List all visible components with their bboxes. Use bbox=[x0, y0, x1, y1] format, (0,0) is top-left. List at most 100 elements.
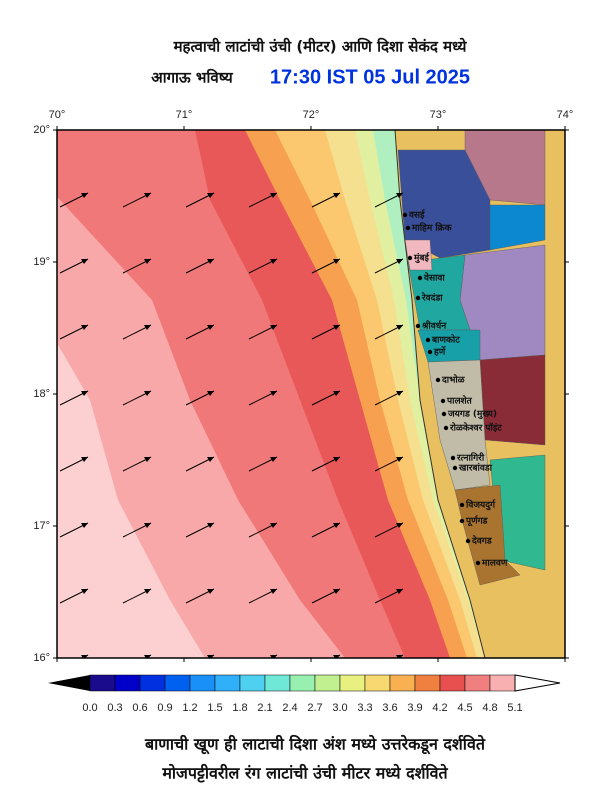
title: महत्वाची लाटांची उंची (मीटर) आणि दिशा से… bbox=[173, 38, 468, 56]
arrow-head bbox=[333, 589, 340, 594]
arrow-head bbox=[270, 391, 277, 396]
place-dot bbox=[435, 377, 441, 383]
cb-label: 2.4 bbox=[282, 702, 297, 714]
cb-under bbox=[48, 675, 90, 691]
cb-over bbox=[514, 674, 561, 692]
cb-box bbox=[414, 674, 441, 692]
place-dot bbox=[415, 295, 421, 301]
cb-label: 4.2 bbox=[432, 702, 447, 714]
place-label: रत्नागिरी bbox=[456, 452, 485, 464]
cb-box bbox=[289, 674, 316, 692]
place-label: बाणकोट bbox=[431, 334, 460, 346]
place-dot bbox=[452, 465, 458, 471]
place-dot bbox=[415, 323, 421, 329]
place-dot bbox=[440, 398, 446, 404]
place-label: रेवदंडा bbox=[421, 292, 443, 304]
cb-label: 1.2 bbox=[182, 702, 197, 714]
district bbox=[427, 359, 491, 491]
lat-label: 16° bbox=[33, 652, 50, 664]
place-dot bbox=[417, 275, 423, 281]
arrow-head bbox=[207, 325, 214, 330]
lat-label: 19° bbox=[33, 256, 50, 268]
arrow-head bbox=[81, 325, 88, 330]
arrow-head bbox=[144, 457, 151, 462]
place-label: मुंबई bbox=[413, 252, 430, 264]
arrow-head bbox=[270, 259, 277, 264]
arrow-head bbox=[81, 193, 88, 198]
place-label: वसई bbox=[408, 209, 426, 221]
arrow-head bbox=[81, 589, 88, 594]
arrow-head bbox=[144, 259, 151, 264]
lon-label: 72° bbox=[303, 109, 320, 121]
place-dot bbox=[405, 225, 411, 231]
arrow-head bbox=[207, 193, 214, 198]
cb-label: 3.0 bbox=[332, 702, 347, 714]
cb-label: 3.3 bbox=[357, 702, 372, 714]
place-dot bbox=[450, 455, 456, 461]
arrow-head bbox=[333, 325, 340, 330]
place-dot bbox=[465, 538, 471, 544]
place-dot bbox=[427, 349, 433, 355]
datetime: 17:30 IST 05 Jul 2025 bbox=[270, 66, 470, 88]
arrow-head bbox=[396, 259, 403, 264]
place-label: पालशेत bbox=[446, 395, 473, 407]
arrow-head bbox=[144, 325, 151, 330]
cb-box bbox=[439, 674, 466, 692]
cb-label: 2.1 bbox=[257, 702, 272, 714]
lat-label: 17° bbox=[33, 520, 50, 532]
arrow-head bbox=[396, 325, 403, 330]
cb-box bbox=[364, 674, 391, 692]
place-label: जयगड (मुख्य) bbox=[447, 410, 497, 420]
arrow-head bbox=[333, 193, 340, 198]
cb-box bbox=[139, 674, 166, 692]
arrow-head bbox=[81, 523, 88, 528]
subtitle: आगाऊ भविष्य bbox=[151, 69, 234, 87]
place-label: विजयदुर्ग bbox=[465, 499, 496, 511]
place-label: देवगड bbox=[471, 535, 493, 547]
cb-label: 1.8 bbox=[232, 702, 247, 714]
arrow-head bbox=[270, 523, 277, 528]
wave-band bbox=[373, 130, 487, 658]
arrow-head bbox=[144, 193, 151, 198]
arrow-head bbox=[207, 523, 214, 528]
arrow-head bbox=[144, 589, 151, 594]
cb-label: 4.8 bbox=[482, 702, 497, 714]
cb-box bbox=[189, 674, 216, 692]
arrow-head bbox=[333, 523, 340, 528]
cb-box bbox=[314, 674, 341, 692]
arrow-head bbox=[396, 589, 403, 594]
cb-label: 3.9 bbox=[407, 702, 422, 714]
cb-box bbox=[489, 674, 516, 692]
district bbox=[407, 254, 471, 331]
place-dot bbox=[441, 411, 447, 417]
place-label: मालवण bbox=[481, 559, 508, 569]
cb-label: 5.1 bbox=[507, 702, 522, 714]
lat-label: 18° bbox=[33, 388, 50, 400]
place-dot bbox=[475, 560, 481, 566]
cb-box bbox=[264, 674, 291, 692]
district bbox=[489, 204, 546, 251]
cb-box bbox=[464, 674, 491, 692]
arrow-head bbox=[144, 391, 151, 396]
arrow-head bbox=[207, 589, 214, 594]
district bbox=[404, 239, 433, 271]
footer-line: मोजपट्टीवरील रंग लाटांची उंची मीटर मध्ये… bbox=[161, 764, 448, 784]
cb-box bbox=[389, 674, 416, 692]
cb-box bbox=[239, 674, 266, 692]
arrow-head bbox=[81, 259, 88, 264]
map-area bbox=[57, 130, 565, 658]
place-label: खारबांवडा bbox=[458, 463, 493, 474]
arrow-head bbox=[207, 457, 214, 462]
place-label: रोळकेश्वर पॉइंट bbox=[449, 422, 502, 434]
lon-label: 71° bbox=[176, 109, 193, 121]
cb-label: 4.5 bbox=[457, 702, 472, 714]
arrow-head bbox=[396, 457, 403, 462]
arrow-head bbox=[81, 391, 88, 396]
cb-box bbox=[214, 674, 241, 692]
cb-label: 0.0 bbox=[82, 702, 97, 714]
place-dot bbox=[459, 502, 465, 508]
cb-label: 0.9 bbox=[157, 702, 172, 714]
arrow-head bbox=[333, 259, 340, 264]
arrow-head bbox=[270, 589, 277, 594]
